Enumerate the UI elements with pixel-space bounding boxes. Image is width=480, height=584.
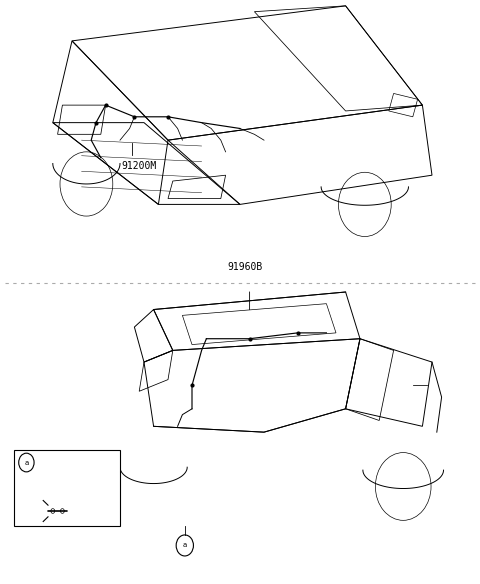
Text: 91960B: 91960B — [227, 262, 263, 272]
FancyBboxPatch shape — [14, 450, 120, 526]
Text: a: a — [24, 460, 28, 465]
Text: a: a — [183, 543, 187, 548]
Text: 91200M: 91200M — [121, 161, 157, 171]
Text: 1141AC: 1141AC — [49, 462, 85, 472]
